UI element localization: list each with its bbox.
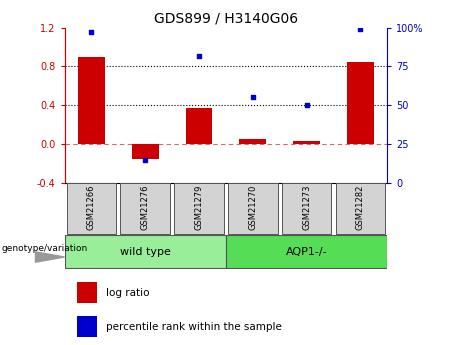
Text: GSM21270: GSM21270: [248, 185, 257, 230]
Polygon shape: [35, 252, 65, 262]
Point: [195, 53, 203, 58]
Bar: [293, 141, 320, 144]
Bar: [239, 139, 266, 144]
Text: genotype/variation: genotype/variation: [1, 244, 88, 253]
Text: GSM21282: GSM21282: [356, 185, 365, 230]
Bar: [77, 282, 97, 303]
Bar: [78, 57, 105, 144]
Text: percentile rank within the sample: percentile rank within the sample: [106, 322, 283, 332]
FancyBboxPatch shape: [336, 184, 385, 234]
Text: GSM21273: GSM21273: [302, 185, 311, 230]
Text: GSM21266: GSM21266: [87, 185, 96, 230]
Text: GSM21279: GSM21279: [195, 185, 203, 230]
FancyBboxPatch shape: [65, 235, 226, 268]
FancyBboxPatch shape: [228, 184, 278, 234]
Text: wild type: wild type: [120, 247, 171, 257]
Point: [249, 95, 256, 100]
FancyBboxPatch shape: [282, 184, 331, 234]
Point: [303, 102, 310, 108]
Point: [142, 157, 149, 162]
Text: AQP1-/-: AQP1-/-: [286, 247, 327, 257]
Point: [88, 30, 95, 35]
Text: log ratio: log ratio: [106, 288, 150, 298]
FancyBboxPatch shape: [67, 184, 116, 234]
Bar: [132, 144, 159, 159]
Bar: [185, 108, 213, 144]
FancyBboxPatch shape: [120, 184, 170, 234]
Title: GDS899 / H3140G06: GDS899 / H3140G06: [154, 11, 298, 25]
Text: GSM21276: GSM21276: [141, 185, 150, 230]
FancyBboxPatch shape: [174, 184, 224, 234]
Bar: [347, 61, 374, 144]
Bar: [77, 316, 97, 337]
Point: [357, 27, 364, 32]
FancyBboxPatch shape: [226, 235, 387, 268]
